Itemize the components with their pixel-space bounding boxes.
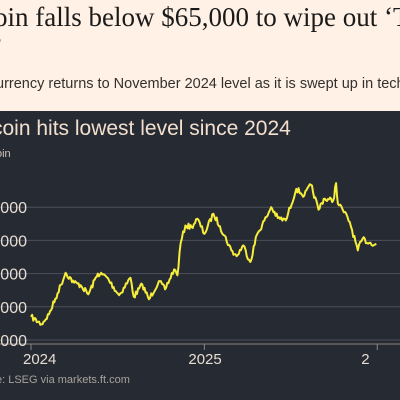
y-tick-label: 000 [0, 267, 27, 284]
y-tick-label: 000 [0, 233, 27, 250]
headline-line-2: ’ [0, 32, 400, 62]
article-headline: oin falls below $65,000 to wipe out ‘Tru… [0, 2, 400, 62]
y-tick-label: 000 [0, 300, 27, 317]
price-series-line [30, 182, 377, 326]
chart-plot: 000 000 000 000 000 2024 2025 2 [0, 182, 400, 368]
chart-unit-label: oin [0, 148, 11, 160]
chart-title: coin hits lowest level since 2024 [0, 117, 291, 140]
x-tick-label: 2 [361, 351, 369, 368]
x-tick-label: 2025 [188, 351, 221, 368]
chart-source: e: LSEG via markets.ft.com [0, 374, 130, 386]
y-tick-label: 000 [0, 333, 27, 350]
standfirst-text: urrency returns to November 2024 level a… [0, 76, 400, 92]
headline-line-1: oin falls below $65,000 to wipe out ‘Tru [0, 2, 400, 32]
chart-card: coin hits lowest level since 2024 oin 00… [0, 111, 400, 400]
y-tick-label: 000 [0, 200, 27, 217]
x-tick-label: 2024 [23, 351, 56, 368]
article-standfirst: urrency returns to November 2024 level a… [0, 75, 400, 93]
